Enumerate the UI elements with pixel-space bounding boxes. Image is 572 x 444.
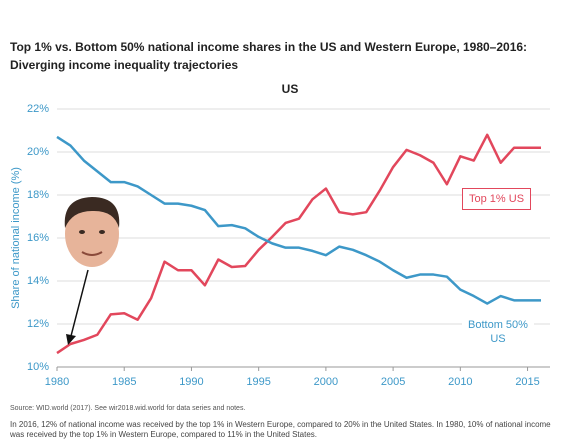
x-tick-label: 2015 <box>515 376 539 388</box>
x-tick-label: 1995 <box>246 376 270 388</box>
source-note: Source: WID.world (2017). See wir2018.wi… <box>10 405 246 412</box>
chart-title: Top 1% vs. Bottom 50% national income sh… <box>10 40 527 54</box>
x-tick-label: 1990 <box>179 376 203 388</box>
x-tick-label: 2010 <box>448 376 472 388</box>
x-tick-label: 2005 <box>381 376 405 388</box>
y-tick-label: 20% <box>27 146 49 158</box>
x-tick-label: 1985 <box>112 376 136 388</box>
series-label: Top 1% US <box>462 188 532 210</box>
y-tick-label: 16% <box>27 232 49 244</box>
y-axis-label: Share of national income (%) <box>10 167 22 309</box>
y-tick-label: 22% <box>27 103 49 115</box>
arrow-head <box>66 334 76 345</box>
panel-title: US <box>282 82 299 96</box>
y-tick-label: 14% <box>27 275 49 287</box>
portrait <box>64 197 120 267</box>
arrow <box>70 269 89 337</box>
footnote: In 2016, 12% of national income was rece… <box>10 420 551 439</box>
chart-subtitle: Diverging income inequality trajectories <box>10 58 238 72</box>
series-line <box>56 135 541 305</box>
series-label: Bottom 50% US <box>462 318 534 346</box>
x-tick-label: 1980 <box>45 376 69 388</box>
series-line <box>56 133 541 355</box>
y-tick-label: 10% <box>27 361 49 373</box>
x-tick-label: 2000 <box>314 376 338 388</box>
y-tick-label: 12% <box>27 318 49 330</box>
y-tick-label: 18% <box>27 189 49 201</box>
